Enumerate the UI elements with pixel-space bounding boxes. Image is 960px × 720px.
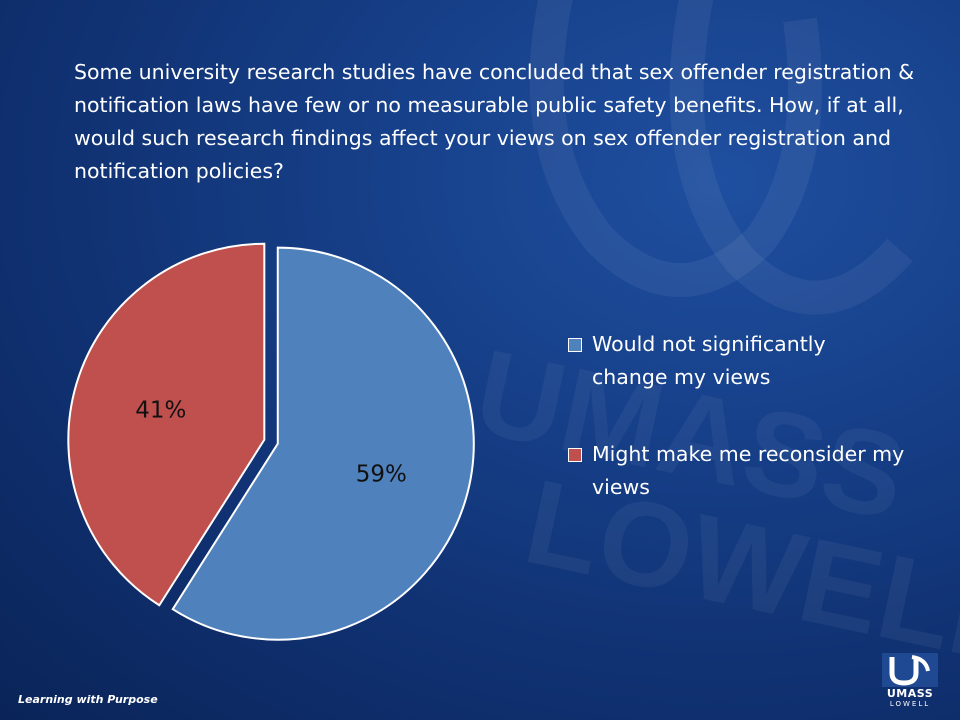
- legend-item-might-reconsider: Might make me reconsider my views: [566, 438, 906, 504]
- legend-swatch-red: [568, 448, 582, 462]
- pie-data-label: 41%: [135, 398, 186, 424]
- umass-lowell-logo: UMASS LOWELL: [882, 653, 938, 708]
- pie-slice-would-not-change: [171, 246, 475, 641]
- pie-slice-might-reconsider: [67, 242, 266, 607]
- pie-data-label: 59%: [356, 462, 407, 488]
- question-text: Some university research studies have co…: [74, 60, 915, 183]
- logo-text-bottom: LOWELL: [889, 700, 931, 708]
- legend-item-would-not-change: Would not significantly change my views: [566, 328, 906, 394]
- legend-label: Might make me reconsider my views: [592, 442, 905, 499]
- legend-label: Would not significantly change my views: [592, 332, 826, 389]
- logo-text-top: UMASS: [886, 687, 934, 700]
- footer-tagline: Learning with Purpose: [18, 693, 158, 706]
- legend-swatch-blue: [568, 338, 582, 352]
- umass-logo-icon: [882, 653, 938, 687]
- chart-legend: Would not significantly change my views …: [566, 328, 906, 548]
